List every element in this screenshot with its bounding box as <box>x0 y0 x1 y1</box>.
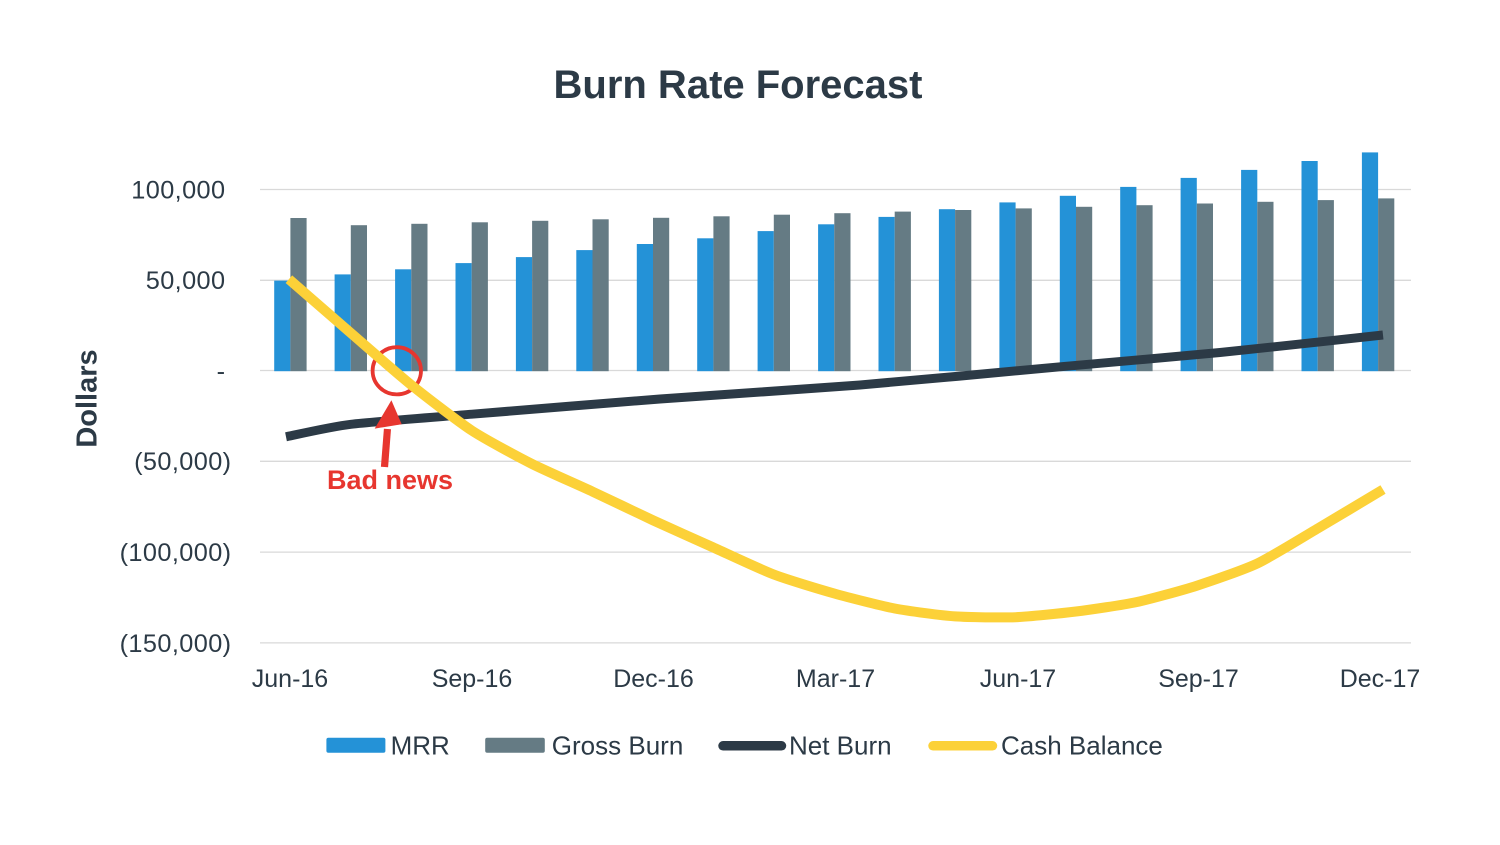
svg-text:Gross Burn: Gross Burn <box>552 731 684 761</box>
svg-text:MRR: MRR <box>391 731 450 761</box>
svg-text:(150,000): (150,000) <box>120 630 232 658</box>
svg-text:Cash Balance: Cash Balance <box>1001 731 1163 761</box>
svg-text:Dec-17: Dec-17 <box>1340 665 1421 693</box>
svg-text:Mar-17: Mar-17 <box>796 665 875 693</box>
svg-text:Dollars: Dollars <box>72 349 104 447</box>
svg-text:Burn Rate Forecast: Burn Rate Forecast <box>554 63 923 107</box>
svg-text:Net Burn: Net Burn <box>789 731 892 761</box>
svg-text:50,000: 50,000 <box>146 267 226 295</box>
svg-text:Dec-16: Dec-16 <box>613 665 694 693</box>
svg-text:100,000: 100,000 <box>131 176 225 204</box>
svg-text:(50,000): (50,000) <box>134 448 231 476</box>
svg-text:Jun-16: Jun-16 <box>252 665 328 693</box>
svg-text:(100,000): (100,000) <box>120 539 232 567</box>
svg-text:Sep-17: Sep-17 <box>1158 665 1239 693</box>
svg-text:-: - <box>217 357 226 385</box>
svg-text:Jun-17: Jun-17 <box>980 665 1056 693</box>
svg-text:Sep-16: Sep-16 <box>432 665 513 693</box>
svg-text:Bad news: Bad news <box>327 465 453 495</box>
